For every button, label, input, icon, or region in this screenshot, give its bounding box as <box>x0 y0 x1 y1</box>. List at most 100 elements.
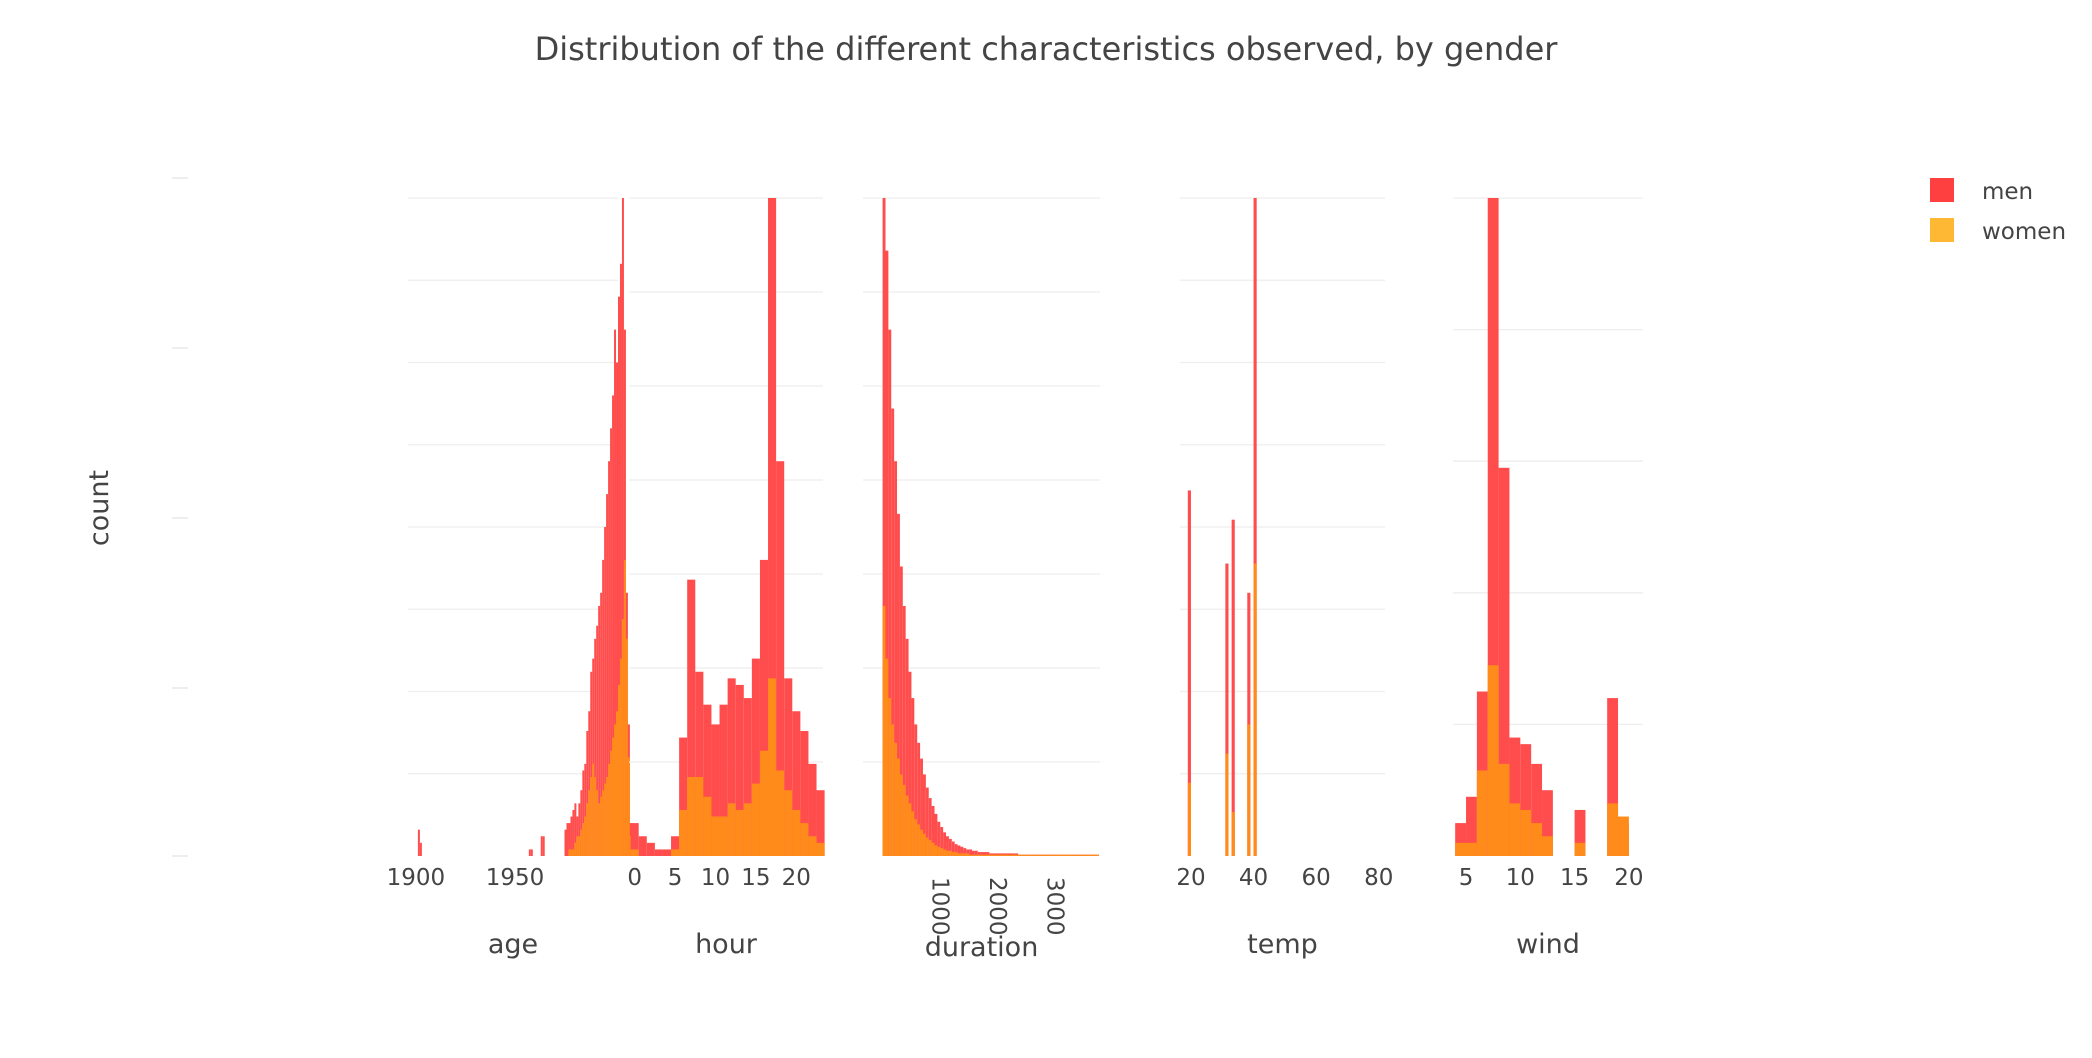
x-tick-label: 40 <box>1239 865 1268 891</box>
bar-women <box>1187 782 1191 856</box>
bar-men <box>922 774 926 856</box>
bar-women <box>931 842 935 856</box>
bar-women <box>768 678 777 856</box>
bar-women <box>1049 854 1053 856</box>
bar-men <box>654 849 663 856</box>
bar-women <box>1078 854 1082 856</box>
bar-women <box>614 724 617 856</box>
bar-women <box>1081 854 1085 856</box>
bar-men <box>711 724 720 856</box>
bar-men <box>646 842 655 856</box>
bar-men <box>580 790 583 856</box>
x-tick-label: 60 <box>1302 865 1331 891</box>
bar-men <box>960 846 964 856</box>
bar-women <box>934 845 938 856</box>
bar-women <box>1038 854 1042 856</box>
bar-men <box>897 513 900 856</box>
bar-women <box>1072 854 1076 856</box>
bar-women <box>703 796 712 856</box>
bar-women <box>992 854 996 856</box>
bar-women <box>1052 854 1056 856</box>
bar-men <box>1498 467 1510 856</box>
bar-men <box>1487 198 1499 856</box>
bar-men <box>419 842 422 856</box>
bar-women <box>1070 854 1073 856</box>
bar-men <box>925 787 929 856</box>
bar-men <box>768 198 777 856</box>
bar-men <box>963 848 967 856</box>
bar-women <box>695 777 704 856</box>
bar-women <box>1084 854 1088 856</box>
bar-women <box>606 777 609 856</box>
bar-men <box>1231 519 1235 856</box>
bar-women <box>1095 854 1099 856</box>
x-tick-label: 80 <box>1364 865 1393 891</box>
bar-men <box>619 263 622 856</box>
bar-men <box>1187 490 1191 856</box>
bar-men <box>1520 744 1532 856</box>
bar-women <box>800 823 809 856</box>
bar-men <box>540 836 543 856</box>
bar-women <box>590 777 593 856</box>
legend-label-men[interactable]: men <box>1982 179 2033 205</box>
bar-men <box>417 829 420 856</box>
bar-women <box>711 816 720 856</box>
bar-women <box>1498 763 1510 856</box>
bar-women <box>1009 854 1013 856</box>
bar-women <box>594 777 597 856</box>
bar-women <box>608 763 611 856</box>
bar-men <box>568 823 571 856</box>
bar-women <box>602 790 605 856</box>
bar-men <box>776 461 785 856</box>
legend-label-women[interactable]: women <box>1982 219 2066 245</box>
bar-men <box>792 711 801 856</box>
x-axis-title-wind: wind <box>1516 929 1580 960</box>
bar-women <box>727 803 736 856</box>
bar-women <box>1041 854 1045 856</box>
bar-men <box>574 803 577 856</box>
bar-women <box>1509 803 1521 856</box>
legend[interactable]: men women <box>1930 178 2066 245</box>
bar-women <box>908 803 912 856</box>
bar-men <box>1455 823 1467 856</box>
bar-women <box>584 816 587 856</box>
bar-women <box>917 824 921 856</box>
bar-men <box>966 849 970 856</box>
bar-women <box>1029 854 1033 856</box>
bar-women <box>625 638 628 856</box>
bar-men <box>1509 737 1521 856</box>
bar-women <box>808 836 817 856</box>
bar-women <box>937 846 941 856</box>
bar-men <box>888 329 892 857</box>
bar-men <box>610 428 613 856</box>
bar-women <box>1090 854 1094 856</box>
bar-women <box>894 742 898 856</box>
bar-women <box>598 803 601 856</box>
bar-women <box>954 852 958 856</box>
bar-women <box>977 854 981 856</box>
bar-women <box>776 770 785 856</box>
legend-swatch-men[interactable] <box>1930 178 1954 202</box>
bar-women <box>1618 816 1629 856</box>
bar-men <box>743 698 752 856</box>
x-tick-label: 15 <box>741 865 770 891</box>
bar-women <box>687 777 696 856</box>
chart-title: Distribution of the different characteri… <box>535 30 1559 68</box>
bar-men <box>882 198 886 856</box>
x-tick-label: 20 <box>1614 865 1643 891</box>
bar-men <box>616 362 618 856</box>
x-tick-label: 1950 <box>486 865 545 891</box>
bar-men <box>703 704 712 856</box>
legend-swatch-women[interactable] <box>1930 218 1954 242</box>
bar-men <box>784 678 793 856</box>
bar-women <box>574 842 577 856</box>
bar-women <box>1032 854 1036 856</box>
bar-men <box>992 853 996 856</box>
bar-men <box>621 198 624 856</box>
bar-women <box>623 559 626 856</box>
x-tick-label: 20 <box>782 865 811 891</box>
bar-men <box>618 296 620 856</box>
bar-men <box>671 836 680 856</box>
bar-men <box>943 832 947 856</box>
bar-women <box>995 854 998 856</box>
